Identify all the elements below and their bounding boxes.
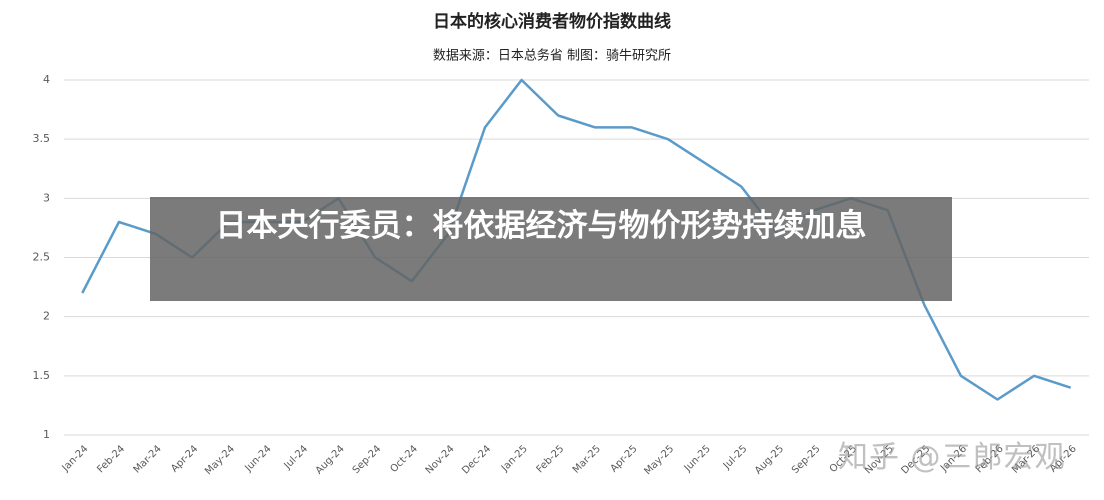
x-tick-label: Aug-25 — [753, 443, 786, 476]
x-tick-label: Nov-24 — [424, 443, 457, 476]
y-tick-label: 4 — [43, 73, 50, 86]
watermark: 知乎 @三郎宏观 — [838, 440, 1066, 475]
x-tick-label: Oct-24 — [388, 443, 420, 475]
x-tick-label: Jun-25 — [682, 443, 713, 474]
x-tick-label: Aug-24 — [314, 443, 347, 476]
x-tick-label: Sep-24 — [351, 443, 384, 476]
x-tick-label: Jan-25 — [499, 443, 530, 474]
chart-subtitle: 数据来源：日本总务省 制图：骑牛研究所 — [433, 48, 671, 64]
x-tick-label: Jun-24 — [242, 443, 273, 474]
y-tick-label: 1 — [43, 428, 50, 441]
chart-title: 日本的核心消费者物价指数曲线 — [433, 11, 671, 32]
x-tick-label: May-24 — [203, 443, 237, 477]
y-tick-label: 3 — [43, 191, 50, 204]
y-tick-label: 2.5 — [33, 251, 51, 264]
x-tick-label: Jan-24 — [60, 443, 91, 474]
x-tick-label: Apr-25 — [609, 443, 640, 474]
x-tick-label: Mar-24 — [132, 443, 164, 475]
x-tick-label: Feb-24 — [95, 443, 127, 475]
y-tick-label: 3.5 — [33, 132, 51, 145]
y-tick-label: 2 — [43, 310, 50, 323]
x-tick-label: Jul-25 — [721, 443, 750, 472]
x-tick-label: Jul-24 — [282, 443, 311, 472]
x-tick-label: Apr-24 — [169, 443, 200, 474]
x-tick-label: May-25 — [642, 443, 676, 477]
x-tick-label: Sep-25 — [790, 443, 823, 476]
x-tick-label: Feb-25 — [535, 443, 567, 475]
x-tick-label: Dec-24 — [460, 443, 493, 476]
x-tick-label: Mar-25 — [571, 443, 603, 475]
headline-banner: 日本央行委员：将依据经济与物价形势持续加息 — [150, 197, 952, 301]
y-tick-label: 1.5 — [33, 369, 51, 382]
